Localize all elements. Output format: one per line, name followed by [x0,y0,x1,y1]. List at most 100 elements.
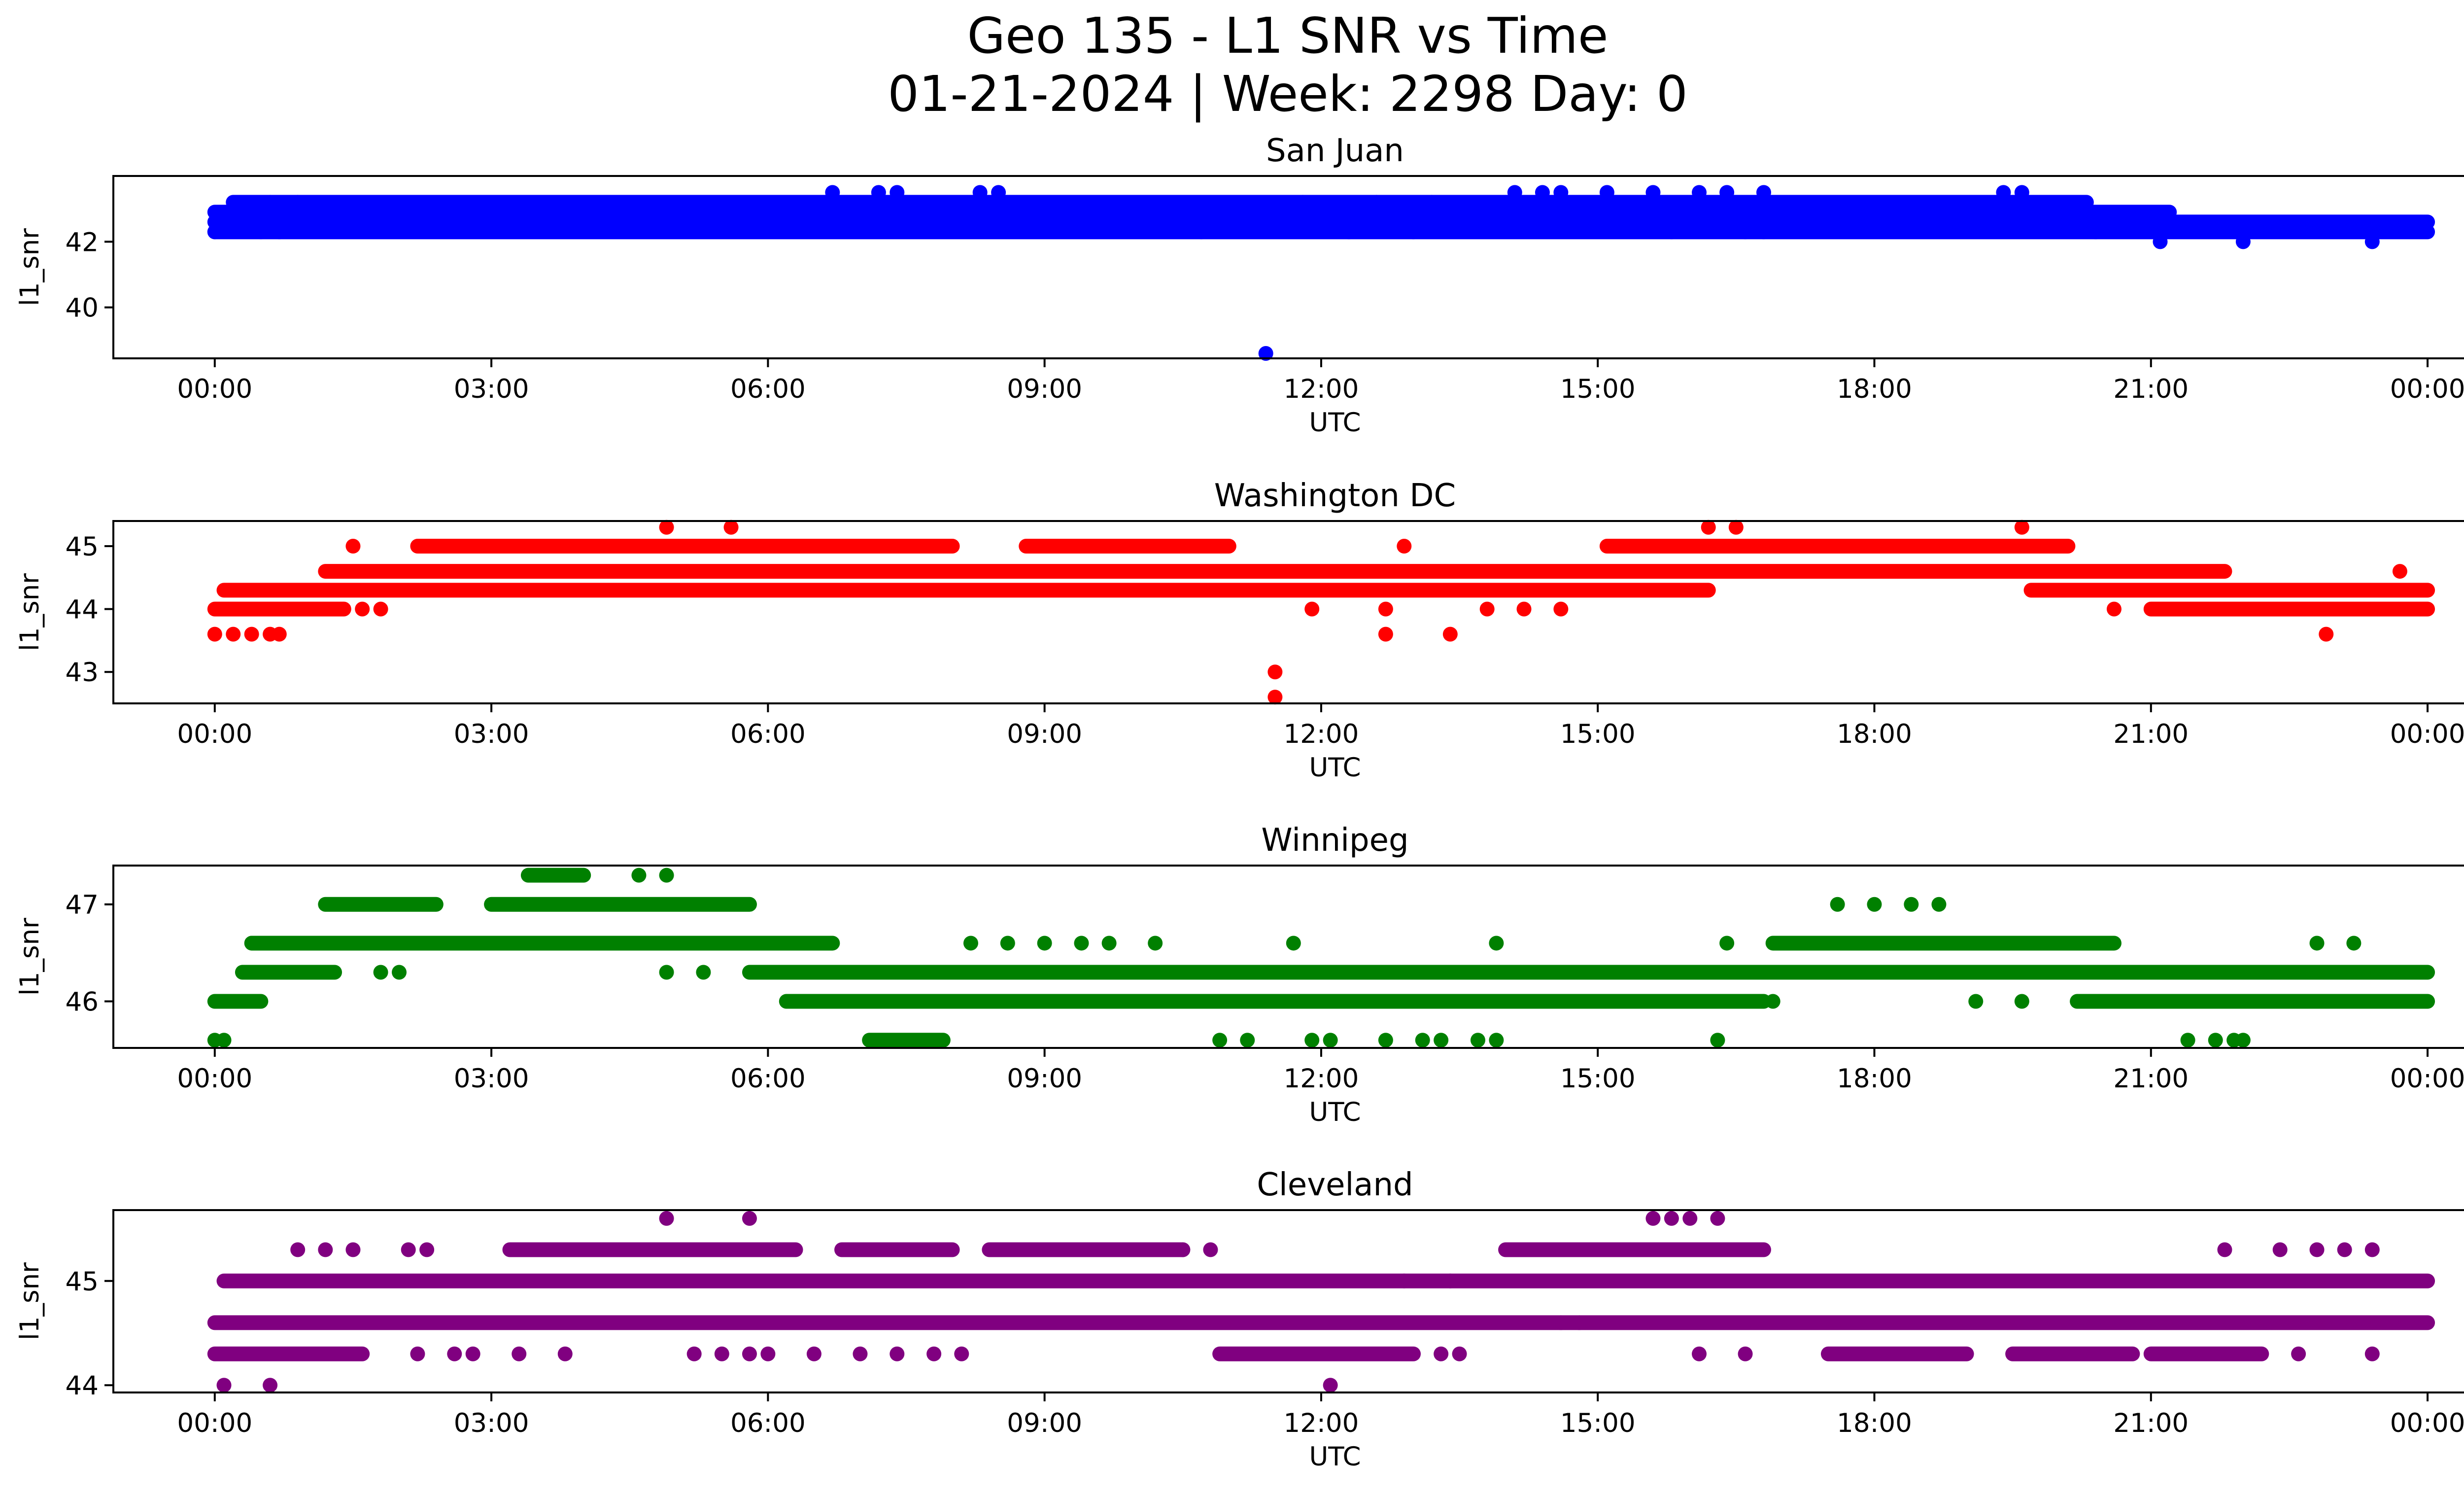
x-tick-label: 03:00 [454,1064,529,1094]
x-tick-label: 15:00 [1560,1408,1636,1438]
data-point [723,520,739,535]
data-point [1442,626,1458,642]
series-band-group [207,1242,2435,1361]
data-point [696,965,711,980]
data-point [1323,1378,1338,1393]
data-point [1369,195,1384,210]
data-point [216,1378,232,1393]
data-point [1710,1033,1725,1048]
data-point [742,1211,757,1226]
data-point [1526,214,1541,230]
x-tick-label: 15:00 [1560,374,1636,404]
data-point [1267,690,1283,705]
x-axis-label: UTC [1309,1097,1361,1127]
data-point [290,195,306,210]
figure-title-line-2: 01-21-2024 | Week: 2298 Day: 0 [888,65,1688,123]
data-point [1434,1033,1449,1048]
panel-title: Winnipeg [1261,822,1408,859]
x-tick-label: 00:00 [177,1064,252,1094]
x-tick-label: 03:00 [454,1408,529,1438]
x-tick-label: 06:00 [730,1064,806,1094]
data-point [1553,1315,1569,1330]
data-point [1968,994,1984,1009]
x-tick-label: 03:00 [454,719,529,749]
data-point [2364,1242,2380,1257]
data-point [659,520,674,535]
panel-title: Washington DC [1214,478,1456,514]
data-point [1323,1033,1338,1048]
x-tick-label: 12:00 [1284,374,1359,404]
data-point [1378,626,1393,642]
data-point [1830,897,1845,912]
y-tick-label: 40 [66,293,99,323]
panel-1: 00:00 03:00 06:00 09:00 12:00 15:00 18:00 21:00… [15,478,2464,783]
y-tick-label: 44 [66,1371,99,1401]
data-point [1553,601,1569,617]
data-point [1719,185,1735,200]
x-tick-label: 21:00 [2113,1064,2189,1094]
data-point [410,1346,425,1361]
data-point [1267,664,1283,680]
data-point [557,1346,573,1361]
data-point [1710,1211,1725,1226]
data-point [1470,1033,1485,1048]
data-point [1415,1033,1430,1048]
x-tick-label: 00:00 [177,719,252,749]
data-point [1664,224,1679,240]
data-point [1037,936,1052,951]
data-point [1479,601,1495,617]
data-point [991,185,1006,200]
x-tick-label: 00:00 [2390,1064,2464,1094]
data-point [714,1346,729,1361]
data-point [1645,1211,1661,1226]
figure-title-line-1: Geo 135 - L1 SNR vs Time [967,7,1608,65]
y-tick-label: 42 [66,227,99,257]
data-point [659,965,674,980]
data-point [2014,185,2029,200]
series-points-group [216,1211,2380,1393]
data-point [1682,1211,1698,1226]
data-point [2014,994,2029,1009]
data-point [272,224,287,240]
data-point [659,868,674,883]
data-point [2346,936,2361,951]
data-point [1756,185,1771,200]
x-tick-label: 12:00 [1284,719,1359,749]
data-point [825,185,840,200]
data-point [2153,234,2168,249]
data-point [1442,1273,1458,1288]
data-point [1516,601,1532,617]
data-point [2217,1242,2232,1257]
data-point [1489,1033,1504,1048]
data-point [2180,1033,2195,1048]
data-point [1701,520,1716,535]
axes-frame [112,865,2464,1049]
data-point [1378,601,1393,617]
data-point [853,1346,868,1361]
data-point [373,601,388,617]
data-point [659,1211,674,1226]
y-tick-label: 46 [66,987,99,1017]
data-point [290,1242,306,1257]
data-point [2106,601,2122,617]
data-point [1258,346,1273,361]
data-point [1692,185,1707,200]
x-tick-label: 18:00 [1837,1064,1912,1094]
panel-0: 00:00 03:00 06:00 09:00 12:00 15:00 18:00 21:00… [15,133,2464,438]
data-point [1000,936,1015,951]
data-point [465,1346,480,1361]
data-point [1931,897,1947,912]
data-point [253,224,269,240]
y-axis-label: l1_snr [15,228,45,306]
data-point [345,539,361,554]
data-point [345,1242,361,1257]
data-point [207,626,222,642]
axes-frame [112,520,2464,704]
x-axis-label: UTC [1309,1442,1361,1472]
data-point [2208,1033,2223,1048]
y-axis-label: l1_snr [15,573,45,651]
data-point [2014,520,2029,535]
data-point [972,185,988,200]
data-point [1212,1033,1228,1048]
y-tick-label: 45 [66,1267,99,1297]
